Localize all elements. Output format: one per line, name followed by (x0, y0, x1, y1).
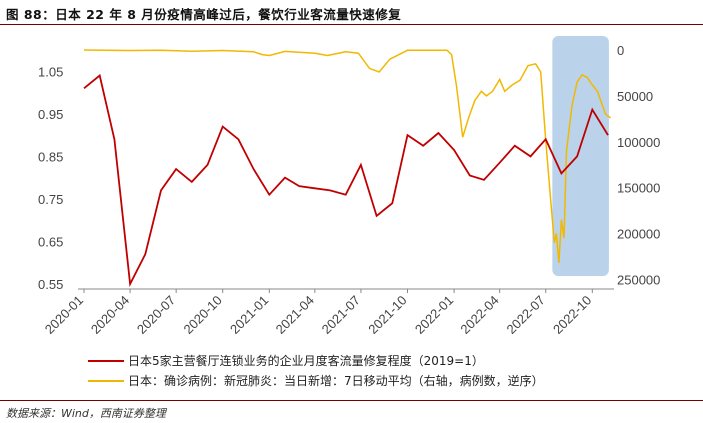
y-left-tick-label: 0.95 (38, 107, 63, 122)
y-left-tick-label: 0.75 (38, 192, 63, 207)
x-axis-ticks: 2020-01 2020-04 2020-07 2020-10 2021-01 2021-… (42, 289, 594, 337)
y-left-tick-label: 1.05 (38, 64, 63, 79)
y-axis-right-labels: 0 50000 100000 150000 200000 250000 (617, 43, 660, 287)
x-tick-label: 2020-07 (134, 293, 178, 337)
legend-label-covid: 日本：确诊病例：新冠肺炎：当日新增：7日移动平均（右轴，病例数，逆序） (128, 373, 544, 388)
source-rule (0, 400, 703, 401)
line-chart: 2020-01 2020-04 2020-07 2020-10 2021-01 2021-… (38, 36, 660, 388)
figure-source: 数据来源：Wind，西南证券整理 (6, 407, 166, 420)
restaurant-traffic-line (83, 73, 609, 288)
x-tick-label: 2022-10 (550, 293, 594, 337)
y-right-tick-label: 0 (617, 43, 624, 58)
x-tick-label: 2021-10 (365, 293, 409, 337)
y-right-tick-label: 100000 (617, 135, 660, 150)
x-tick-label: 2022-07 (504, 293, 548, 337)
figure-title: 图 88：日本 22 年 8 月份疫情高峰过后，餐饮行业客流量快速修复 (6, 7, 402, 22)
x-tick-label: 2020-01 (42, 293, 86, 337)
y-left-tick-label: 0.85 (38, 149, 63, 164)
x-tick-label: 2020-10 (180, 293, 224, 337)
x-tick-label: 2020-04 (88, 293, 132, 337)
title-rule (0, 24, 703, 25)
y-left-tick-label: 0.55 (38, 277, 63, 292)
y-right-tick-label: 50000 (617, 89, 653, 104)
y-left-tick-label: 0.65 (38, 234, 63, 249)
x-tick-label: 2021-04 (273, 293, 317, 337)
x-tick-label: 2021-07 (319, 293, 363, 337)
x-tick-label: 2021-01 (227, 293, 271, 337)
legend: 日本5家主营餐厅连锁业务的企业月度客流量修复程度（2019=1） 日本：确诊病例… (88, 353, 544, 388)
y-right-tick-label: 200000 (617, 227, 660, 242)
highlight-period-box (552, 36, 609, 276)
y-axis-left-labels: 1.05 0.95 0.85 0.75 0.65 0.55 (38, 64, 63, 292)
x-tick-label: 2022-01 (412, 293, 456, 337)
y-right-tick-label: 250000 (617, 272, 660, 287)
covid-cases-line (83, 49, 611, 263)
x-tick-label: 2022-04 (457, 293, 501, 337)
legend-label-restaurant: 日本5家主营餐厅连锁业务的企业月度客流量修复程度（2019=1） (128, 353, 484, 368)
y-right-tick-label: 150000 (617, 181, 660, 196)
